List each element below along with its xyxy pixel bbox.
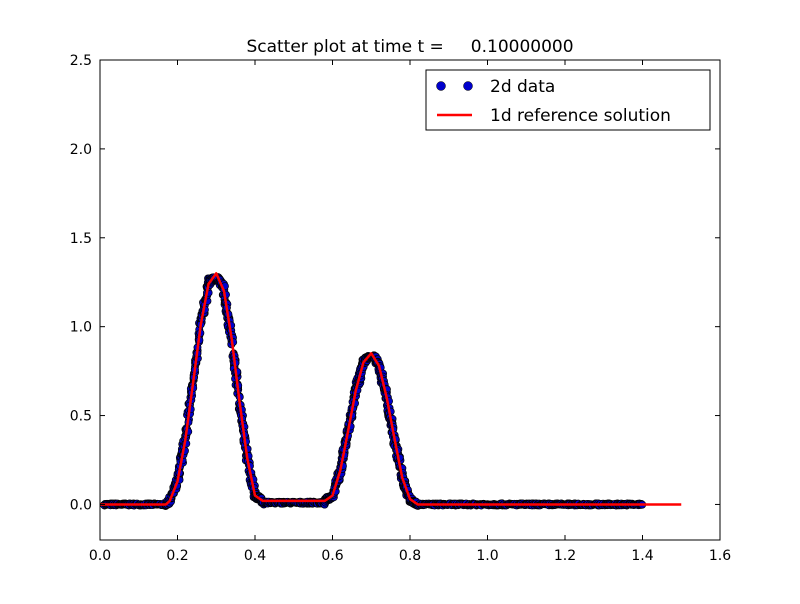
x-tick-label: 0.2 bbox=[166, 548, 188, 564]
reference-line bbox=[100, 272, 682, 506]
y-tick-label: 2.0 bbox=[70, 142, 92, 158]
x-tick-label: 0.0 bbox=[89, 548, 111, 564]
axes-background bbox=[100, 60, 720, 540]
y-tick-label: 1.0 bbox=[70, 320, 92, 336]
x-tick-label: 1.2 bbox=[554, 548, 576, 564]
legend: 2d data 1d reference solution bbox=[425, 69, 711, 131]
legend-label-reference: 1d reference solution bbox=[490, 106, 671, 126]
x-tick-label: 0.8 bbox=[399, 548, 421, 564]
legend-label-2d-data: 2d data bbox=[490, 77, 555, 97]
line-series-reference bbox=[100, 272, 682, 506]
legend-marker-dot bbox=[463, 81, 473, 91]
x-tick-label: 0.6 bbox=[321, 548, 343, 564]
y-tick-label: 0.5 bbox=[70, 409, 92, 425]
y-axis: 0.0 0.5 1.0 1.5 2.0 2.5 bbox=[70, 53, 720, 513]
x-tick-label: 1.4 bbox=[631, 548, 653, 564]
legend-marker-dot bbox=[436, 81, 446, 91]
x-axis: 0.0 0.2 0.4 0.6 0.8 1.0 1.2 1.4 1.6 bbox=[89, 60, 731, 564]
x-tick-label: 1.0 bbox=[476, 548, 498, 564]
chart-title: Scatter plot at time t = 0.10000000 bbox=[246, 37, 573, 57]
y-tick-label: 1.5 bbox=[70, 231, 92, 247]
y-tick-label: 2.5 bbox=[70, 53, 92, 69]
legend-frame bbox=[425, 69, 711, 131]
x-tick-label: 0.4 bbox=[244, 548, 266, 564]
x-tick-label: 1.6 bbox=[709, 548, 731, 564]
y-tick-label: 0.0 bbox=[70, 497, 92, 513]
